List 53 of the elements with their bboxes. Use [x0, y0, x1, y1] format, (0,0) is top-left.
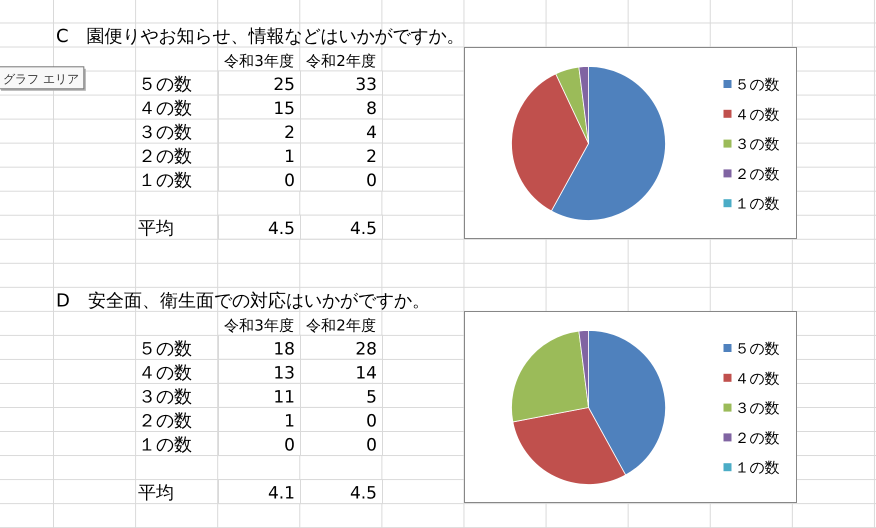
title: C 園便りやお知らせ、情報などはいかがですか。	[56, 26, 465, 47]
cell-label: 0	[366, 436, 377, 456]
legend-label: ３の数	[734, 135, 780, 154]
row-label: ５の数	[138, 338, 192, 360]
cell-label: 2	[366, 147, 377, 168]
row-label: ４の数	[138, 98, 192, 119]
legend-label: ５の数	[734, 340, 780, 358]
legend-label: ５の数	[734, 76, 780, 94]
cell-label: 5	[366, 387, 377, 408]
cell-label: 1	[284, 147, 295, 168]
row-label: １の数	[138, 170, 192, 192]
legend-label: １の数	[734, 458, 780, 477]
cell-label: 33	[355, 74, 377, 95]
cell-label: 2	[284, 123, 295, 143]
column-label: 令和2年度	[306, 316, 376, 334]
cell-label: 0	[366, 411, 377, 432]
cell-label: 8	[366, 98, 377, 119]
cell-label: 28	[355, 339, 377, 360]
row-label: ５の数	[138, 74, 192, 95]
column-label: 令和2年度	[306, 52, 376, 70]
cell-label: 4.5	[268, 219, 295, 240]
cell-label: 0	[284, 436, 295, 456]
cell-label: 18	[273, 339, 295, 360]
column-label: 令和3年度	[224, 316, 294, 334]
title: D 安全面、衛生面での対応はいかがですか。	[56, 290, 430, 312]
row-label: １の数	[138, 434, 192, 456]
legend-label: ４の数	[734, 369, 780, 388]
cell-label: 14	[355, 363, 377, 384]
row-label: ３の数	[138, 122, 192, 143]
legend-label: ４の数	[734, 105, 780, 124]
legend-label: １の数	[734, 194, 780, 213]
legend-label: ３の数	[734, 399, 780, 418]
row-label: 平均	[138, 482, 174, 504]
cell-label: 13	[273, 363, 295, 384]
cell-label: 15	[273, 98, 295, 119]
row-label: ３の数	[138, 386, 192, 408]
cell-label: 25	[273, 74, 295, 95]
legend-label: ２の数	[734, 164, 780, 183]
cell-label: 1	[284, 411, 295, 432]
annotation: グラフ エリア	[0, 66, 86, 91]
cell-label: 4.5	[350, 484, 377, 504]
cell-label: 11	[273, 387, 295, 408]
cell-label: 0	[284, 171, 295, 192]
cell-label: 0	[366, 171, 377, 192]
row-label: 平均	[138, 218, 174, 240]
cell-label: 4	[366, 123, 377, 143]
legend-label: ２の数	[734, 428, 780, 447]
column-label: 令和3年度	[224, 52, 294, 70]
row-label: ２の数	[138, 410, 192, 432]
cell-label: 4.5	[350, 219, 377, 240]
cell-label: 4.1	[268, 484, 295, 504]
row-label: ４の数	[138, 362, 192, 384]
row-label: ２の数	[138, 146, 192, 168]
